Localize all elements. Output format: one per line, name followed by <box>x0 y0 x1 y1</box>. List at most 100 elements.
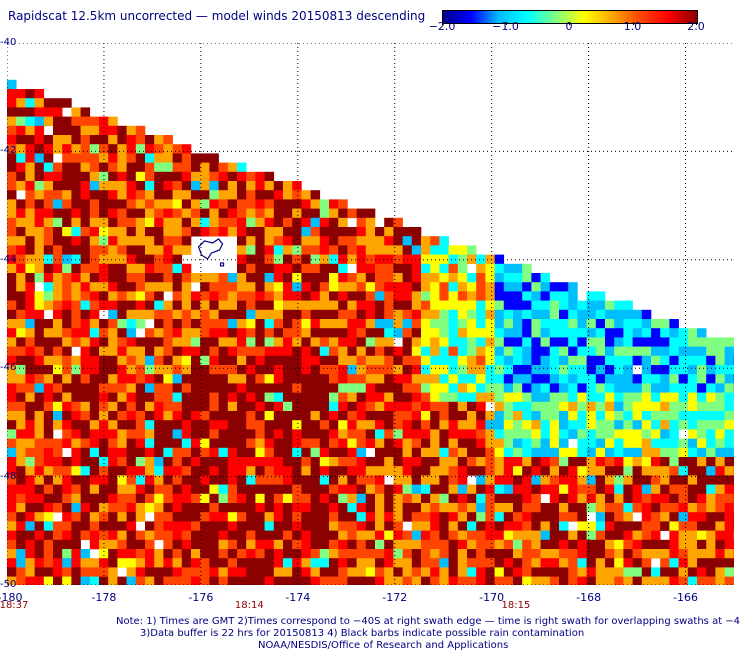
wind-cell <box>485 356 495 366</box>
wind-cell <box>283 558 293 568</box>
wind-cell <box>44 209 54 219</box>
wind-cell <box>375 273 385 283</box>
wind-cell <box>541 521 551 531</box>
wind-cell <box>725 337 734 347</box>
wind-cell <box>504 531 514 541</box>
wind-cell <box>292 301 302 311</box>
wind-cell <box>209 273 219 283</box>
wind-cell <box>301 301 311 311</box>
wind-cell <box>338 549 348 559</box>
wind-cell <box>495 411 505 421</box>
wind-cell <box>347 439 357 449</box>
wind-cell <box>320 383 330 393</box>
wind-cell <box>16 503 26 513</box>
wind-cell <box>495 420 505 430</box>
wind-cell <box>642 577 652 585</box>
wind-cell <box>209 356 219 366</box>
wind-cell <box>357 503 367 513</box>
wind-cell <box>393 365 403 375</box>
wind-cell <box>660 374 670 384</box>
wind-cell <box>439 531 449 541</box>
wind-cell <box>651 567 661 577</box>
wind-cell <box>25 227 35 237</box>
wind-cell <box>522 365 532 375</box>
wind-cell <box>145 365 155 375</box>
wind-cell <box>587 337 597 347</box>
wind-cell <box>16 328 26 338</box>
wind-cell <box>7 512 17 522</box>
wind-cell <box>393 236 403 246</box>
wind-cell <box>71 393 81 403</box>
wind-cell <box>375 429 385 439</box>
wind-cell <box>688 420 698 430</box>
wind-cell <box>209 181 219 191</box>
wind-cell <box>173 448 183 458</box>
wind-cell <box>255 374 265 384</box>
wind-cell <box>200 494 210 504</box>
wind-cell <box>458 420 468 430</box>
wind-cell <box>660 512 670 522</box>
wind-cell <box>173 199 183 209</box>
wind-cell <box>62 558 71 568</box>
wind-cell <box>182 264 192 274</box>
wind-cell <box>200 448 210 458</box>
wind-cell <box>596 429 606 439</box>
wind-cell <box>163 374 173 384</box>
wind-cell <box>577 337 587 347</box>
wind-cell <box>117 163 127 173</box>
wind-cell <box>403 227 413 237</box>
wind-cell <box>439 466 449 476</box>
wind-cell <box>366 549 376 559</box>
wind-cell <box>136 439 146 449</box>
wind-cell <box>182 291 192 301</box>
wind-cell <box>16 218 26 228</box>
wind-cell <box>117 181 127 191</box>
wind-cell <box>725 521 734 531</box>
wind-cell <box>301 457 311 467</box>
wind-cell <box>71 503 81 513</box>
wind-cell <box>550 531 560 541</box>
wind-cell <box>44 494 54 504</box>
wind-cell <box>366 264 376 274</box>
wind-cell <box>467 420 477 430</box>
wind-cell <box>228 466 238 476</box>
wind-cell <box>485 420 495 430</box>
wind-cell <box>467 503 477 513</box>
wind-cell <box>375 319 385 329</box>
wind-cell <box>495 494 505 504</box>
wind-cell <box>357 374 367 384</box>
wind-cell <box>117 255 127 265</box>
wind-cell <box>44 558 54 568</box>
wind-cell <box>366 319 376 329</box>
wind-cell <box>145 347 155 357</box>
wind-cell <box>577 558 587 568</box>
wind-cell <box>62 577 71 585</box>
wind-cell <box>320 365 330 375</box>
wind-cell <box>476 429 486 439</box>
wind-cell <box>338 383 348 393</box>
wind-cell <box>53 301 63 311</box>
wind-cell <box>7 227 17 237</box>
wind-cell <box>642 393 652 403</box>
wind-cell <box>228 301 238 311</box>
wind-cell <box>228 402 238 412</box>
wind-cell <box>265 485 275 495</box>
wind-cell <box>90 393 100 403</box>
wind-cell <box>44 347 54 357</box>
wind-cell <box>246 439 256 449</box>
wind-cell <box>587 485 597 495</box>
wind-cell <box>679 347 689 357</box>
wind-cell <box>53 567 63 577</box>
wind-cell <box>522 512 532 522</box>
wind-cell <box>642 439 652 449</box>
wind-cell <box>163 347 173 357</box>
wind-cell <box>25 301 35 311</box>
wind-cell <box>669 356 679 366</box>
wind-cell <box>228 531 238 541</box>
wind-cell <box>81 181 91 191</box>
wind-cell <box>16 227 26 237</box>
wind-cell <box>375 577 385 585</box>
wind-cell <box>587 540 597 550</box>
wind-cell <box>605 521 615 531</box>
wind-cell <box>301 255 311 265</box>
